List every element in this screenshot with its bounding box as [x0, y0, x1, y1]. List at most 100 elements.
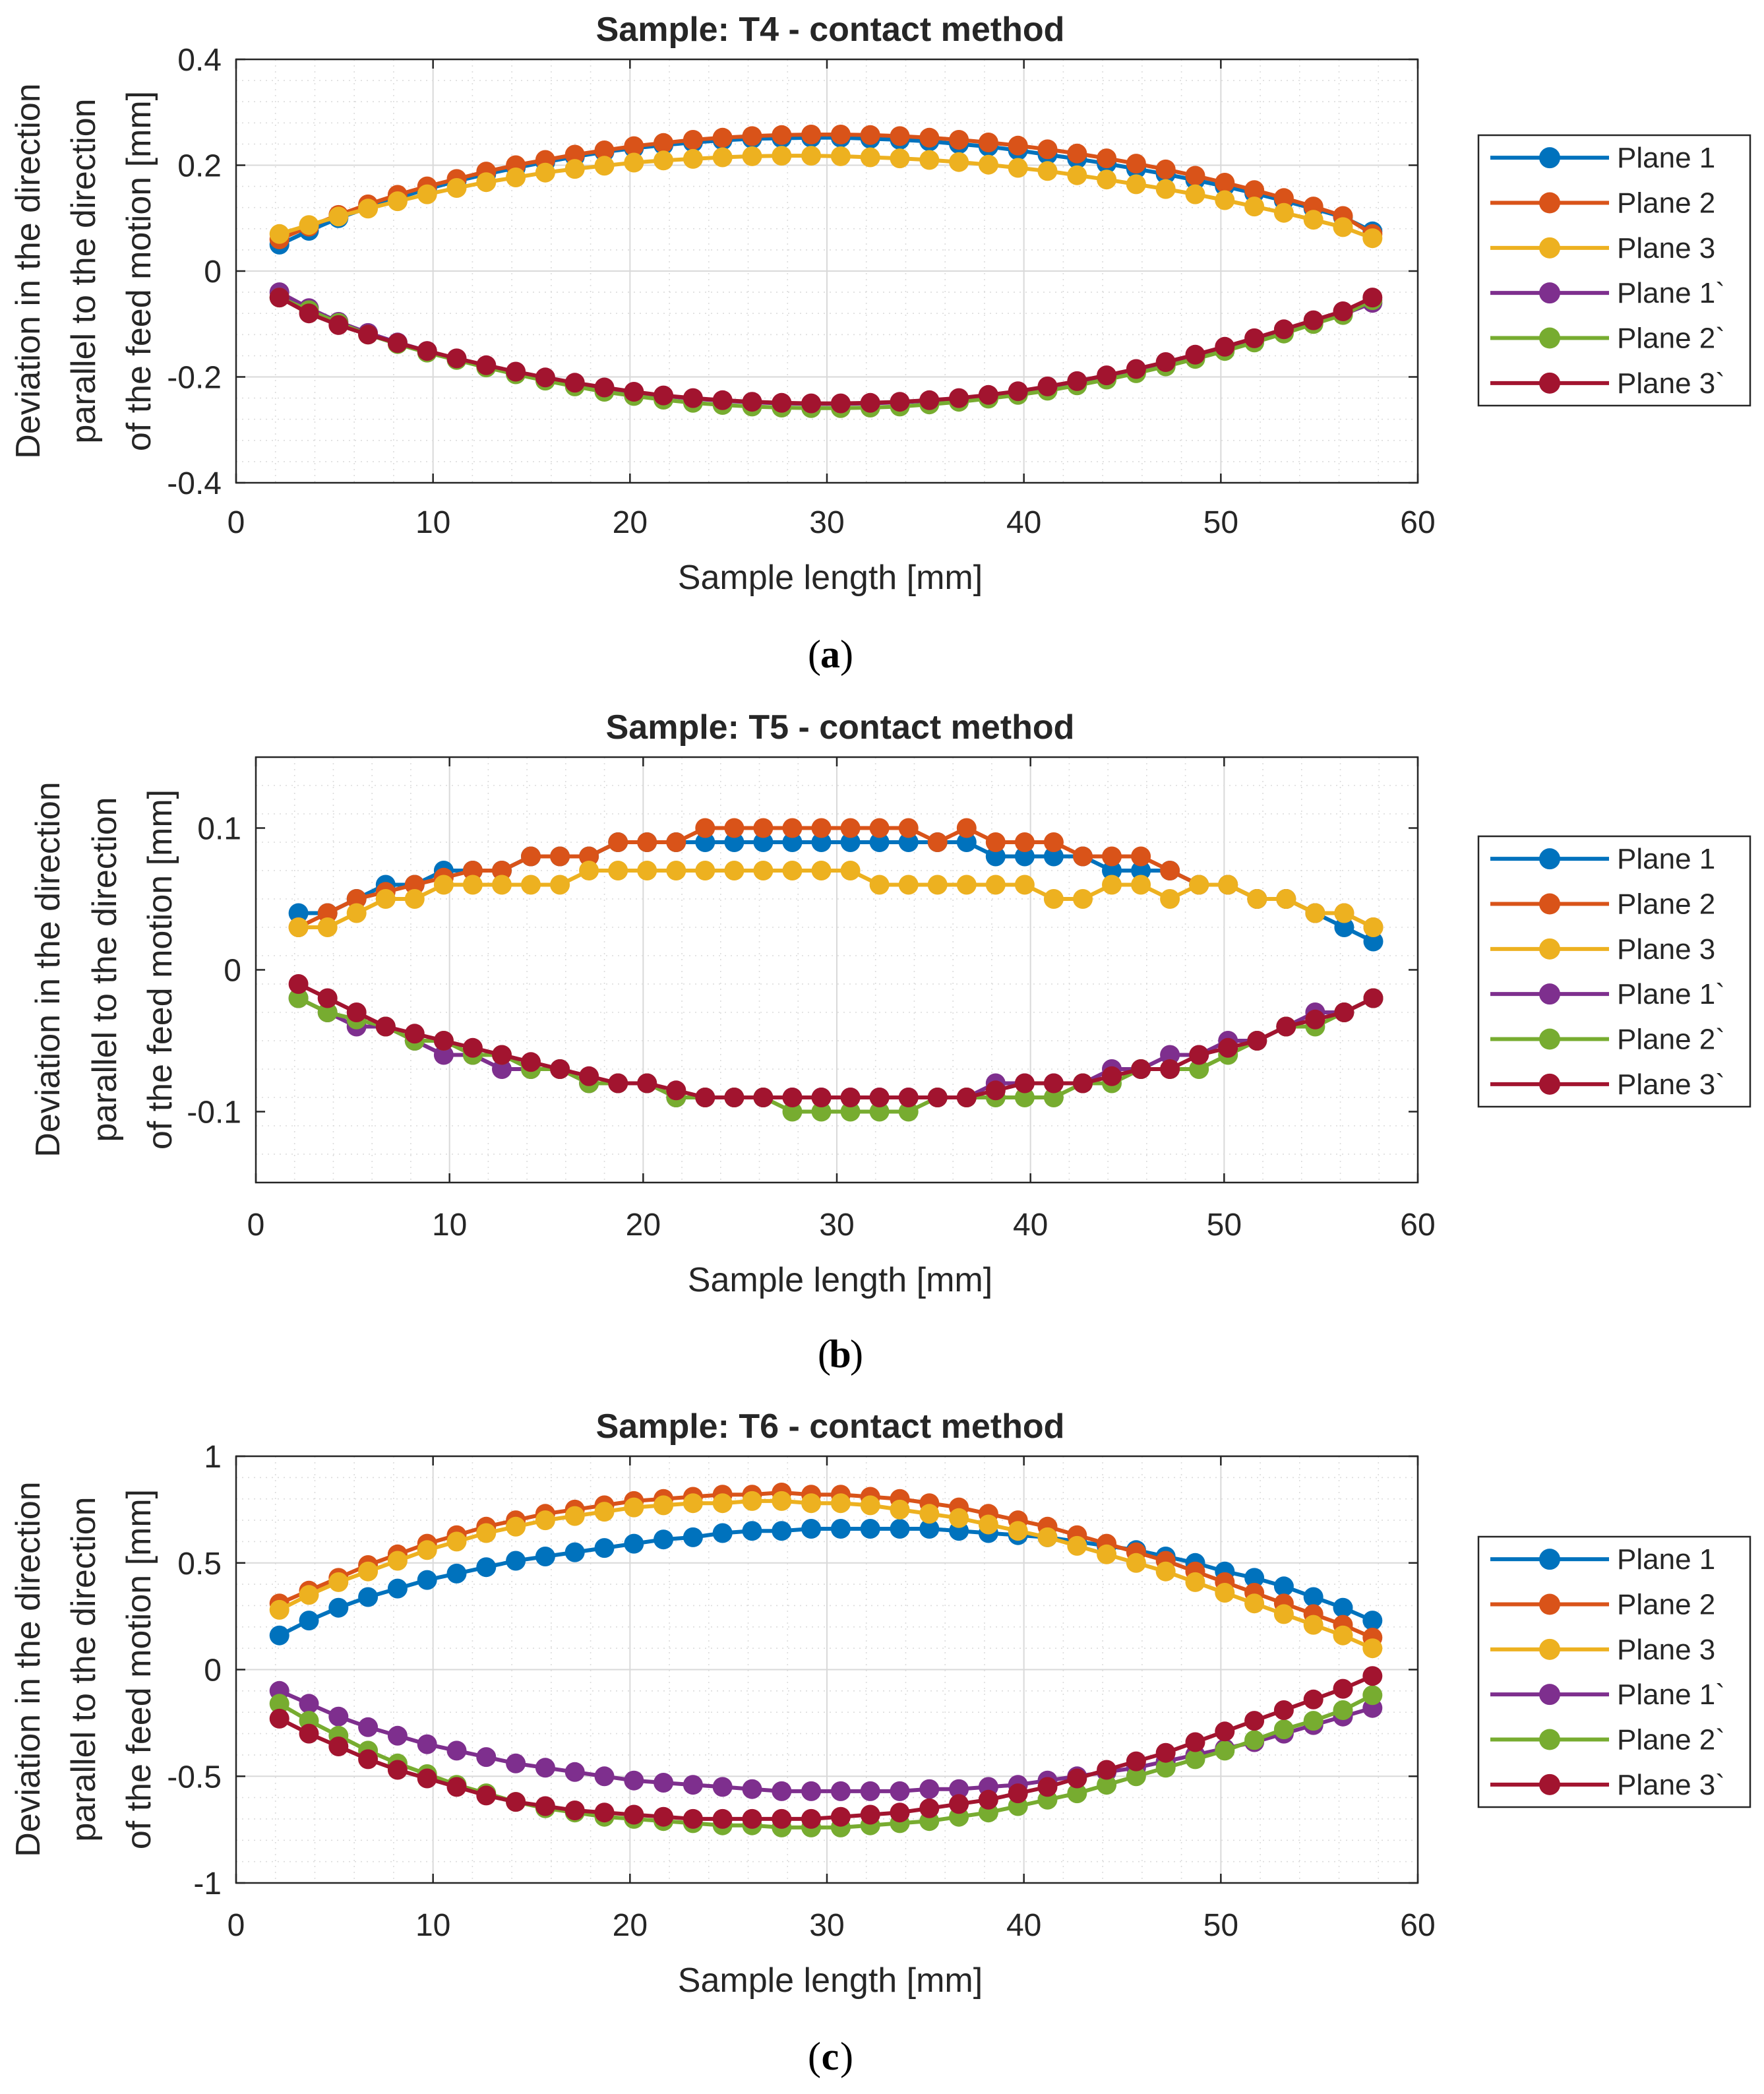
data-point: [328, 206, 349, 227]
data-point: [1185, 344, 1205, 365]
data-point: [1008, 135, 1028, 156]
data-point: [898, 832, 919, 852]
x-axis-label: Sample length [mm]: [688, 1261, 992, 1299]
data-point: [712, 147, 733, 168]
data-point: [564, 1801, 585, 1820]
data-point: [608, 832, 628, 852]
data-point: [1043, 1088, 1064, 1107]
data-point: [1073, 889, 1093, 909]
data-point: [476, 1747, 497, 1768]
data-point: [535, 1510, 555, 1531]
data-point: [742, 126, 762, 146]
data-point: [753, 818, 774, 838]
data-point: [860, 1519, 880, 1539]
data-point: [608, 861, 628, 880]
data-point: [654, 1529, 674, 1550]
data-point: [919, 1798, 940, 1818]
data-point: [1185, 1749, 1205, 1770]
data-point: [637, 1073, 657, 1093]
data-point: [550, 1059, 570, 1079]
data-point: [1131, 875, 1151, 895]
data-point: [358, 324, 379, 345]
data-point: [811, 1088, 832, 1107]
data-point: [683, 1527, 703, 1547]
legend-marker: [1539, 983, 1560, 1005]
data-point: [772, 1521, 792, 1541]
data-point: [742, 1779, 762, 1799]
data-point: [919, 1504, 940, 1524]
data-point: [299, 303, 319, 324]
legend-item: Plane 3: [1490, 1634, 1715, 1666]
data-point: [624, 1770, 644, 1791]
caption-open-paren: (: [808, 632, 821, 676]
legend-item: Plane 1: [1490, 843, 1715, 875]
data-point: [624, 136, 644, 156]
data-point: [753, 1088, 774, 1107]
data-point: [782, 818, 803, 838]
panel-caption: (a): [808, 632, 853, 676]
data-point: [564, 373, 585, 393]
data-point: [1333, 1700, 1353, 1720]
data-point: [1067, 1535, 1087, 1556]
data-point: [564, 1506, 585, 1526]
data-point: [535, 1547, 555, 1566]
data-point: [375, 1016, 396, 1037]
caption-letter: b: [829, 1332, 851, 1376]
data-point: [811, 832, 832, 852]
legend-item: Plane 2`: [1490, 323, 1725, 355]
legend-item: Plane 3: [1490, 232, 1715, 264]
data-point: [564, 159, 585, 179]
legend-label: Plane 2: [1617, 1589, 1715, 1621]
data-point: [404, 1024, 425, 1044]
data-point: [1014, 1073, 1035, 1093]
data-point: [328, 1706, 349, 1727]
chart-title: Sample: T6 - contact method: [596, 1407, 1065, 1446]
data-point: [358, 199, 379, 219]
legend-item: Plane 1`: [1490, 978, 1725, 1010]
data-point: [890, 1519, 910, 1539]
data-point: [1362, 288, 1383, 308]
legend-marker: [1539, 192, 1560, 214]
data-point: [683, 1775, 703, 1795]
data-point: [801, 146, 822, 166]
data-point: [1244, 1711, 1265, 1731]
data-point: [712, 1493, 733, 1514]
data-point: [269, 224, 289, 244]
legend-marker: [1539, 1073, 1560, 1095]
data-point: [772, 1781, 792, 1801]
data-point: [840, 861, 861, 880]
data-point: [594, 1766, 615, 1787]
data-point: [594, 156, 615, 176]
data-point: [919, 390, 940, 410]
data-point: [695, 818, 715, 838]
data-point: [978, 385, 998, 405]
caption-close-paren: ): [840, 632, 853, 676]
data-point: [535, 367, 555, 388]
legend-marker: [1539, 848, 1560, 870]
legend-label: Plane 3: [1617, 1634, 1715, 1666]
data-point: [417, 1570, 437, 1590]
data-point: [1008, 158, 1028, 178]
data-point: [1126, 1751, 1146, 1771]
data-point: [695, 1088, 715, 1107]
x-tick-label: 50: [1203, 1908, 1238, 1943]
x-tick-label: 40: [1006, 505, 1041, 540]
x-tick-label: 0: [228, 1908, 245, 1943]
y-tick-label: -1: [193, 1866, 222, 1901]
data-point: [1303, 1689, 1323, 1709]
data-point: [890, 1781, 910, 1801]
data-point: [1185, 166, 1205, 186]
data-point: [521, 846, 541, 867]
legend-item: Plane 3: [1490, 933, 1715, 966]
data-point: [1097, 1544, 1117, 1564]
y-tick-label: 0.4: [177, 43, 222, 78]
caption-open-paren: (: [818, 1332, 831, 1376]
data-point: [462, 861, 483, 880]
data-point: [476, 1785, 497, 1806]
data-point: [890, 126, 910, 146]
data-point: [830, 1781, 851, 1801]
data-point: [550, 846, 570, 867]
data-point: [949, 1794, 969, 1814]
y-axis-label-line: of the feed motion [mm]: [120, 91, 158, 451]
legend-marker: [1539, 327, 1560, 349]
